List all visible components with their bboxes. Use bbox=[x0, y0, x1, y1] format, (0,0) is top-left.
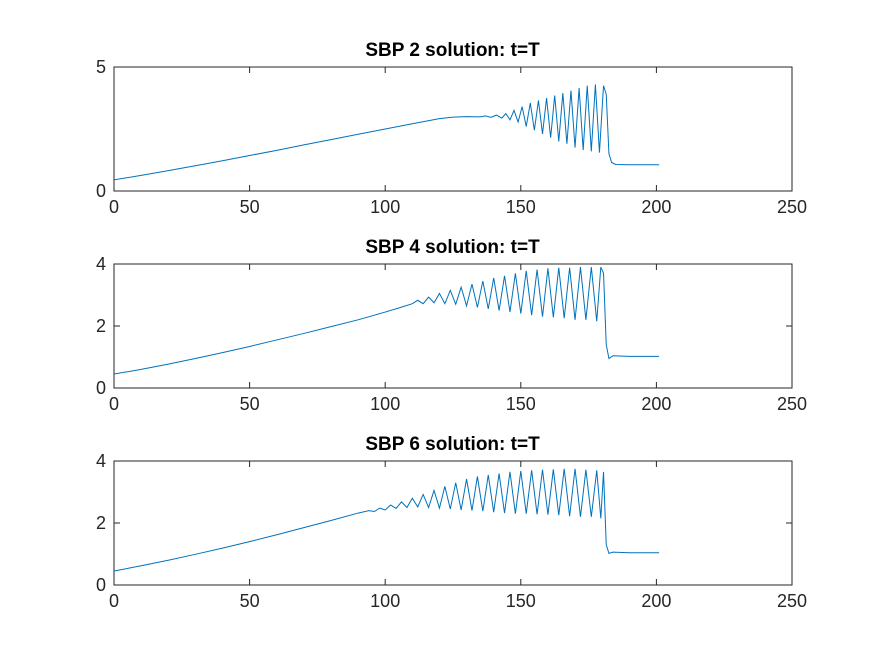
x-tick-label: 250 bbox=[777, 591, 807, 611]
y-tick-label: 4 bbox=[96, 254, 106, 274]
x-tick-label: 150 bbox=[506, 197, 536, 217]
x-tick-label: 50 bbox=[240, 394, 260, 414]
axis-ticks: 0 50 100 150 200 250 0 2 4 bbox=[96, 254, 807, 414]
x-tick-label: 150 bbox=[506, 394, 536, 414]
x-tick-label: 250 bbox=[777, 197, 807, 217]
series-line bbox=[113, 84, 660, 181]
x-tick-label: 100 bbox=[370, 591, 400, 611]
y-tick-label: 0 bbox=[96, 181, 106, 201]
x-tick-label: 250 bbox=[777, 394, 807, 414]
x-tick-label: 200 bbox=[641, 197, 671, 217]
x-tick-label: 200 bbox=[641, 591, 671, 611]
axes-box bbox=[113, 66, 793, 192]
x-tick-label: 50 bbox=[240, 197, 260, 217]
y-tick-label: 4 bbox=[96, 451, 106, 471]
x-tick-label: 0 bbox=[109, 591, 119, 611]
subplot-title: SBP 6 solution: t=T bbox=[365, 434, 540, 455]
y-tick-label: 0 bbox=[96, 575, 106, 595]
subplot-title: SBP 2 solution: t=T bbox=[365, 40, 540, 61]
y-tick-label: 2 bbox=[96, 513, 106, 533]
x-tick-label: 200 bbox=[641, 394, 671, 414]
subplot-sbp6: SBP 6 solution: t=T 0 50 100 150 200 250 0 2 4 bbox=[96, 434, 807, 611]
subplot-title: SBP 4 solution: t=T bbox=[365, 237, 540, 258]
x-tick-label: 100 bbox=[370, 394, 400, 414]
x-tick-label: 150 bbox=[506, 591, 536, 611]
axes-box bbox=[113, 460, 793, 586]
x-tick-label: 50 bbox=[240, 591, 260, 611]
subplot-sbp2: SBP 2 solution: t=T 0 50 100 150 200 250 0 5 bbox=[96, 40, 807, 217]
x-tick-label: 100 bbox=[370, 197, 400, 217]
series-line bbox=[113, 468, 660, 572]
x-tick-label: 0 bbox=[109, 197, 119, 217]
y-tick-label: 5 bbox=[96, 57, 106, 77]
subplot-sbp4: SBP 4 solution: t=T 0 50 100 150 200 250 0 2 4 bbox=[96, 237, 807, 414]
y-tick-label: 0 bbox=[96, 378, 106, 398]
y-tick-label: 2 bbox=[96, 316, 106, 336]
axes-box bbox=[113, 263, 793, 389]
axis-ticks: 0 50 100 150 200 250 0 5 bbox=[96, 57, 807, 217]
x-tick-label: 0 bbox=[109, 394, 119, 414]
axis-ticks: 0 50 100 150 200 250 0 2 4 bbox=[96, 451, 807, 611]
series-line bbox=[113, 266, 660, 375]
